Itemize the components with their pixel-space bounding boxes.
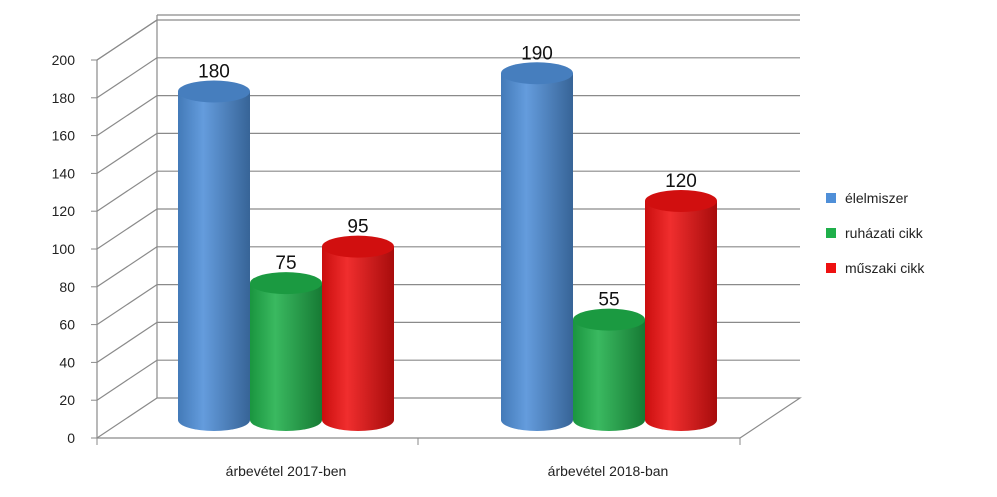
x-axis: árbevétel 2017-ben árbevétel 2018-ban (226, 463, 669, 479)
bar-top (573, 308, 645, 331)
data-labels: 180 75 95 190 55 120 (198, 43, 697, 310)
gridline-diagonal (96, 284, 158, 326)
bar-top (178, 80, 250, 103)
bar-top (645, 190, 717, 212)
bar (250, 272, 322, 431)
y-tick-label: 160 (52, 128, 76, 144)
gridline-diagonal (96, 95, 158, 137)
y-tick-label: 20 (59, 392, 75, 408)
bar (573, 308, 645, 431)
legend-item: ruházati cikk (826, 225, 924, 241)
gridline-diagonal (96, 170, 158, 212)
bar-body (573, 319, 645, 431)
bar-body (501, 73, 573, 431)
x-tick-label: árbevétel 2017-ben (226, 463, 347, 479)
data-label: 190 (521, 43, 553, 64)
data-label: 95 (347, 217, 368, 238)
gridline-diagonal (96, 57, 158, 99)
y-axis: 0 20 40 60 80 100 120 140 160 180 200 (52, 52, 741, 446)
legend-item: műszaki cikk (826, 260, 925, 276)
bar-body (250, 283, 322, 431)
y-tick-label: 120 (52, 203, 76, 219)
bars (178, 62, 717, 431)
y-tick-label: 100 (52, 241, 76, 257)
chart-grid (96, 14, 802, 439)
bar (322, 235, 394, 431)
y-tick-label: 40 (59, 354, 75, 370)
x-tick-label: árbevétel 2018-ban (548, 463, 669, 479)
y-tick-label: 80 (59, 279, 75, 295)
data-label: 55 (598, 290, 619, 311)
floor (96, 397, 802, 439)
bar-top (501, 62, 573, 85)
bar-body (322, 246, 394, 431)
bar (501, 62, 573, 431)
data-label: 180 (198, 62, 230, 83)
bar-body (178, 91, 250, 431)
y-tick-label: 60 (59, 317, 75, 333)
bar-top (322, 235, 394, 258)
legend-label: műszaki cikk (845, 260, 925, 276)
legend-label: élelmiszer (845, 190, 908, 206)
data-label: 120 (665, 171, 697, 192)
bar (178, 80, 250, 431)
legend-swatch (826, 228, 836, 238)
gridline-diagonal (96, 359, 158, 401)
gridline-diagonal (96, 132, 158, 174)
gridline-diagonal (96, 208, 158, 250)
legend-label: ruházati cikk (845, 225, 924, 241)
y-tick-label: 0 (67, 430, 75, 446)
legend-swatch (826, 193, 836, 203)
bar (645, 190, 717, 431)
y-tick-label: 200 (52, 52, 76, 68)
y-tick-label: 180 (52, 90, 76, 106)
legend: élelmiszer ruházati cikk műszaki cikk (826, 190, 925, 276)
legend-item: élelmiszer (826, 190, 908, 206)
gridline-diagonal (96, 321, 158, 363)
gridline-diagonal (96, 19, 158, 61)
data-label: 75 (275, 253, 296, 274)
bar-body (645, 201, 717, 431)
bar-top (250, 272, 322, 295)
y-tick-label: 140 (52, 165, 76, 181)
legend-swatch (826, 263, 836, 273)
gridline-diagonal (96, 246, 158, 288)
